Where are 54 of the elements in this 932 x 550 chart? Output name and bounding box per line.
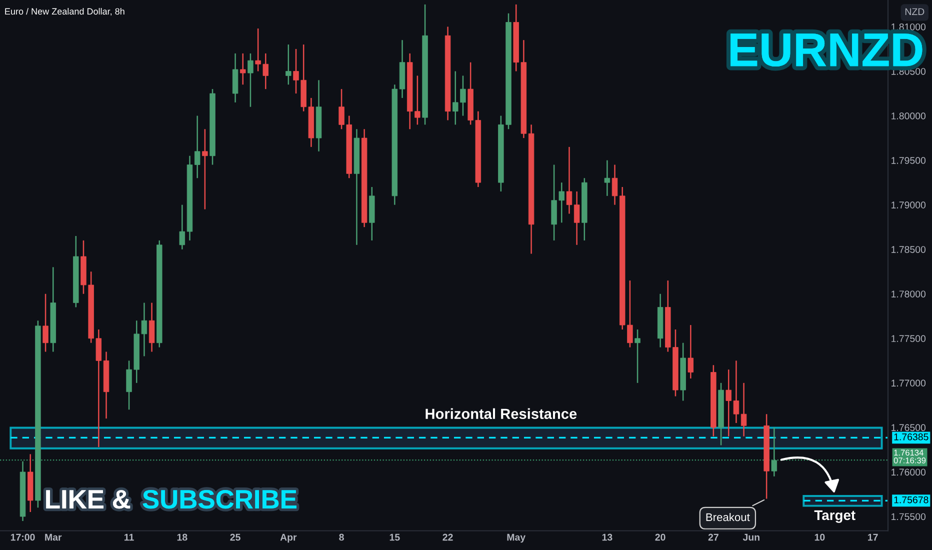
- x-tick-label: Mar: [45, 534, 62, 541]
- annotation: Horizontal Resistance: [426, 408, 577, 420]
- candlestick: [566, 146, 572, 214]
- candlestick: [634, 328, 640, 384]
- x-tick-label: 17: [868, 534, 878, 541]
- x-tick-label: 20: [655, 534, 666, 541]
- candlestick: [202, 128, 208, 210]
- x-tick-label: 22: [442, 534, 453, 541]
- y-tick-label: 1.78000: [892, 290, 926, 298]
- candlestick: [179, 204, 186, 250]
- ref-line-label: 1.76134 07:16:39: [894, 450, 926, 464]
- x-tick-label: 8: [339, 534, 344, 541]
- y-tick-label: 1.79000: [892, 202, 926, 208]
- y-tick-label: 1.77500: [892, 335, 926, 342]
- annotation: Breakout: [706, 512, 750, 522]
- candlestick: [240, 52, 246, 86]
- y-tick-label: 1.80500: [892, 68, 926, 75]
- y-tick-label: 1.80000: [892, 112, 926, 120]
- y-tick-label: 1.79500: [892, 157, 926, 164]
- candlestick: [286, 44, 292, 86]
- x-tick-label: 10: [814, 534, 825, 541]
- candlestick: [42, 293, 48, 352]
- y-axis-title: NZD: [905, 8, 924, 16]
- y-tick-label: 1.81000: [892, 23, 926, 30]
- candlestick: [771, 426, 778, 478]
- x-tick-label: May: [507, 534, 526, 543]
- candlestick: [194, 115, 200, 179]
- x-tick-label: 17:00: [10, 534, 35, 541]
- annotation: Target: [814, 510, 856, 523]
- candlestick: [574, 190, 580, 246]
- x-tick-label: Apr: [280, 534, 297, 543]
- y-tick-label: 1.76000: [892, 468, 926, 476]
- text: Euro / New Zealand Dollar, 8h: [5, 8, 124, 16]
- candlestick: [248, 52, 254, 108]
- x-tick-label: 11: [124, 534, 134, 541]
- x-tick-label: 15: [390, 534, 400, 541]
- x-tick-label: Jun: [742, 534, 760, 541]
- y-tick-label: 1.77000: [892, 380, 926, 387]
- candlestick: [148, 302, 155, 352]
- x-tick-label: 27: [708, 534, 718, 541]
- candlestick: [604, 160, 610, 197]
- candlestick: [740, 382, 747, 437]
- text: EURNZD: [730, 34, 922, 67]
- x-tick-label: 18: [177, 534, 188, 541]
- annotation: LIKE &: [46, 490, 130, 509]
- y-tick-label: 1.78500: [892, 246, 926, 253]
- x-tick-label: 13: [602, 534, 612, 541]
- y-tick-label: 1.76500: [892, 424, 926, 432]
- annotation: SUBSCRIBE: [142, 490, 296, 509]
- x-tick-label: 25: [230, 534, 240, 541]
- y-tick-label: 1.75500: [892, 513, 926, 520]
- candlestick: [688, 324, 694, 380]
- ref-line-label: 1.76385: [894, 433, 928, 440]
- ref-line-label: 1.75678: [894, 496, 928, 504]
